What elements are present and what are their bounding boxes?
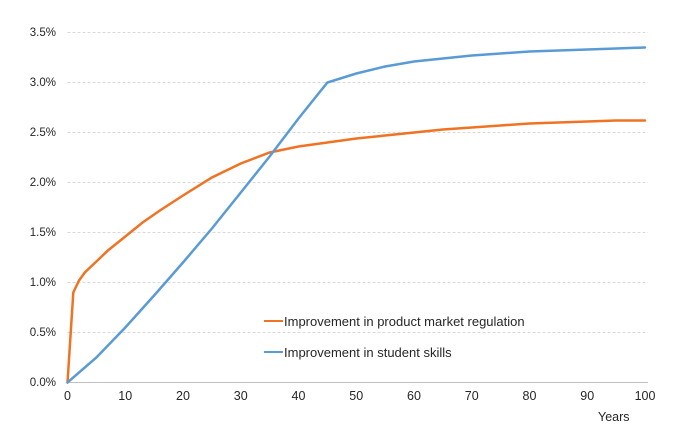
- series-line-student-skills: [66, 46, 647, 384]
- legend-label-product-market-regulation: Improvement in product market regulation: [284, 313, 525, 329]
- x-axis-tick-label: 50: [349, 389, 364, 403]
- legend-label-student-skills: Improvement in student skills: [284, 344, 452, 360]
- y-axis-tick-label: 3.5%: [29, 26, 56, 39]
- y-axis-tick-label: 0.0%: [29, 376, 56, 389]
- x-axis-tick-label: 40: [291, 389, 306, 403]
- x-axis-tick-label: 80: [522, 389, 537, 403]
- legend: Improvement in product market regulation…: [264, 313, 525, 375]
- y-axis-tick-label: 3.0%: [29, 76, 56, 89]
- y-axis-tick-label: 1.0%: [29, 276, 56, 289]
- y-axis-tick-label: 2.5%: [29, 126, 56, 139]
- x-axis-tick-label: 60: [407, 389, 421, 403]
- legend-line-swatch-orange-icon: [264, 319, 283, 323]
- x-axis-tick-label: 100: [634, 389, 656, 403]
- x-axis-tick-label: 0: [64, 389, 71, 403]
- legend-item-student-skills: Improvement in student skills: [264, 344, 525, 360]
- y-axis-tick-label: 2.0%: [29, 176, 56, 189]
- y-axis-tick-label: 1.5%: [29, 226, 56, 239]
- legend-line-swatch-blue-icon: [264, 350, 283, 354]
- series-line-product-market-regulation: [66, 119, 647, 384]
- y-axis-tick-label: 0.5%: [29, 326, 56, 339]
- x-axis-tick-label: 70: [464, 389, 479, 403]
- legend-item-product-market-regulation: Improvement in product market regulation: [264, 313, 525, 329]
- x-axis-title: Years: [598, 410, 630, 424]
- x-axis-tick-label: 90: [580, 389, 595, 403]
- x-axis-tick-label: 30: [233, 389, 248, 403]
- x-axis-tick-label: 20: [176, 389, 190, 403]
- x-axis-tick-label: 10: [118, 389, 133, 403]
